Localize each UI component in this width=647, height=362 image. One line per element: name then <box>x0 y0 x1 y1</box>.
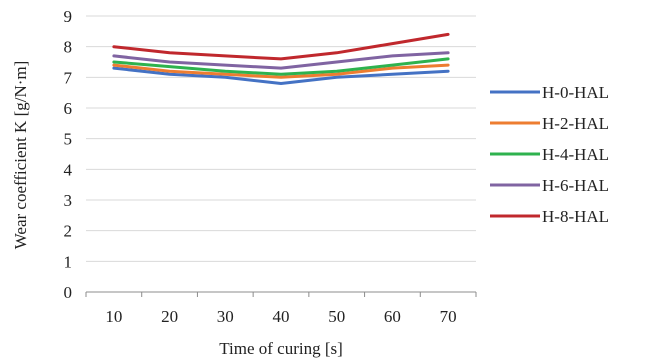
legend-label: H-4-HAL <box>542 145 609 164</box>
legend-label: H-2-HAL <box>542 114 609 133</box>
grid-lines <box>86 15 476 262</box>
y-tick-label: 2 <box>64 222 73 241</box>
legend-label: H-0-HAL <box>542 83 609 102</box>
x-axis-ticks: 10 20 30 40 50 60 70 <box>105 307 456 326</box>
y-tick-label: 4 <box>64 160 73 179</box>
series-line-h-6-hal <box>112 51 450 70</box>
y-tick-label: 0 <box>64 283 73 302</box>
legend: H-0-HAL H-2-HAL H-4-HAL H-6-HAL H-8-HAL <box>490 83 609 226</box>
series-lines <box>112 32 450 85</box>
y-tick-label: 6 <box>64 99 73 118</box>
x-tick-label: 40 <box>273 307 290 326</box>
x-axis <box>85 291 477 297</box>
series-line-h-4-hal <box>112 57 450 76</box>
legend-label: H-8-HAL <box>542 207 609 226</box>
x-tick-label: 20 <box>161 307 178 326</box>
x-axis-title: Time of curing [s] <box>219 339 343 358</box>
y-tick-label: 3 <box>64 191 73 210</box>
series-line-h-0-hal <box>112 66 450 85</box>
y-tick-label: 1 <box>64 252 73 271</box>
y-tick-label: 7 <box>64 68 73 87</box>
y-tick-label: 9 <box>64 7 73 26</box>
x-tick-label: 10 <box>105 307 122 326</box>
series-line-h-2-hal <box>112 63 450 79</box>
y-tick-label: 5 <box>64 130 73 149</box>
series-line-h-8-hal <box>112 32 450 61</box>
x-tick-label: 30 <box>217 307 234 326</box>
y-axis-title: Wear coefficient K [g/N·m] <box>11 61 30 250</box>
x-tick-label: 60 <box>384 307 401 326</box>
y-axis-ticks: 0 1 2 3 4 5 6 7 8 9 <box>64 7 73 302</box>
x-tick-label: 70 <box>440 307 457 326</box>
legend-label: H-6-HAL <box>542 176 609 195</box>
x-tick-label: 50 <box>328 307 345 326</box>
y-tick-label: 8 <box>64 38 73 57</box>
